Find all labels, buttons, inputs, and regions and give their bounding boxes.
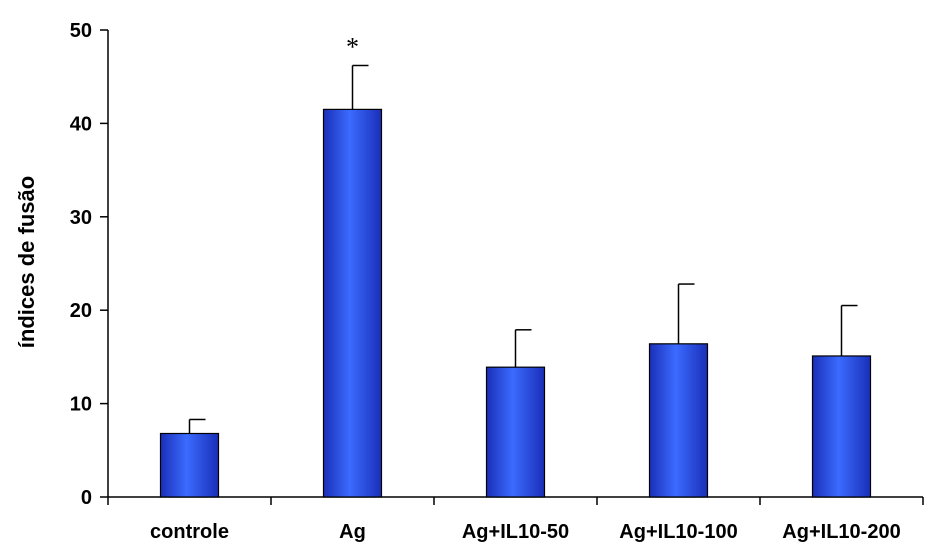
annotations: *	[346, 32, 359, 61]
y-tick-label: 50	[70, 20, 92, 42]
y-tick-labels: 0 10 20 30 40 50	[70, 20, 92, 509]
bars	[159, 108, 872, 498]
significance-marker: *	[346, 32, 359, 61]
bar-ag	[322, 108, 383, 498]
x-category-label: Ag+IL10-50	[462, 521, 569, 543]
axes	[100, 29, 924, 505]
y-tick-label: 30	[70, 207, 92, 229]
x-category-label: Ag+IL10-100	[619, 521, 737, 543]
y-axis-label: índices de fusão	[14, 176, 39, 348]
y-tick-label: 10	[70, 394, 92, 416]
x-category-labels: controle Ag Ag+IL10-50 Ag+IL10-100 Ag+IL10-2…	[150, 521, 901, 543]
bar-ag-il10-50	[485, 366, 546, 498]
x-category-label: Ag+IL10-200	[782, 521, 900, 543]
bar-ag-il10-100	[648, 343, 709, 498]
x-category-label: controle	[150, 521, 229, 543]
y-tick-label: 0	[81, 487, 92, 509]
error-bars	[188, 64, 858, 434]
x-category-label: Ag	[339, 521, 366, 543]
y-tick-label: 40	[70, 113, 92, 135]
bar-controle	[159, 432, 220, 498]
bar-ag-il10-200	[811, 355, 872, 498]
y-tick-label: 20	[70, 300, 92, 322]
